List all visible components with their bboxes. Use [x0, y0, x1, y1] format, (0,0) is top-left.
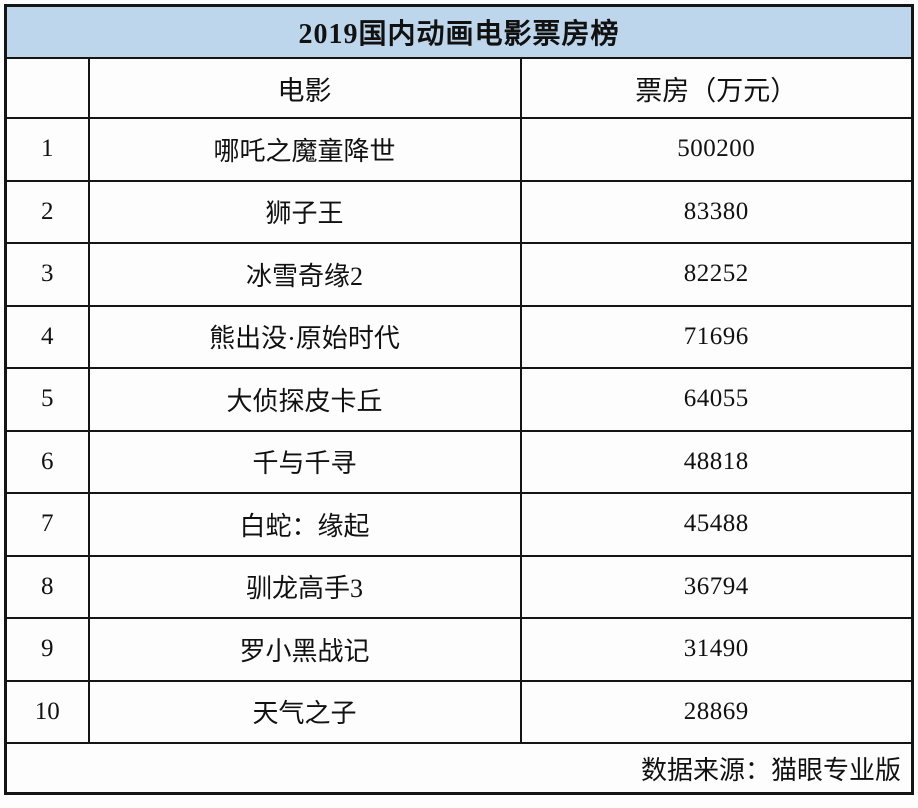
movie-cell: 哪吒之魔童降世 — [87, 117, 522, 182]
boxoffice-column-header: 票房（万元） — [519, 57, 914, 119]
source-note: 数据来源：猫眼专业版 — [4, 742, 914, 795]
boxoffice-cell: 500200 — [519, 117, 914, 182]
table-row: 9 罗小黑战记 31490 — [4, 617, 914, 682]
boxoffice-cell: 36794 — [519, 554, 914, 619]
rank-cell: 7 — [4, 492, 90, 557]
movie-column-header: 电影 — [87, 57, 522, 119]
table-row: 4 熊出没·原始时代 71696 — [4, 304, 914, 369]
rank-cell: 9 — [4, 617, 90, 682]
boxoffice-cell: 83380 — [519, 179, 914, 244]
boxoffice-cell: 28869 — [519, 679, 914, 744]
rank-cell: 10 — [4, 679, 90, 744]
table-row: 7 白蛇：缘起 45488 — [4, 492, 914, 557]
movie-cell: 熊出没·原始时代 — [87, 304, 522, 369]
table-row: 2 狮子王 83380 — [4, 179, 914, 244]
table-header-row: 电影 票房（万元） — [4, 57, 914, 119]
table-title-row: 2019国内动画电影票房榜 — [4, 4, 914, 59]
table-row: 3 冰雪奇缘2 82252 — [4, 242, 914, 307]
table-row: 6 千与千寻 48818 — [4, 429, 914, 494]
movie-cell: 白蛇：缘起 — [87, 492, 522, 557]
rank-cell: 8 — [4, 554, 90, 619]
table-row: 8 驯龙高手3 36794 — [4, 554, 914, 619]
rank-cell: 2 — [4, 179, 90, 244]
boxoffice-cell: 71696 — [519, 304, 914, 369]
movie-cell: 冰雪奇缘2 — [87, 242, 522, 307]
boxoffice-cell: 45488 — [519, 492, 914, 557]
rank-cell: 5 — [4, 367, 90, 432]
table-footer-row: 数据来源：猫眼专业版 — [4, 742, 914, 795]
rank-cell: 1 — [4, 117, 90, 182]
boxoffice-cell: 82252 — [519, 242, 914, 307]
table-title: 2019国内动画电影票房榜 — [4, 4, 914, 59]
boxoffice-table-container: 2019国内动画电影票房榜 电影 票房（万元） 1 哪吒之魔童降世 500200… — [4, 4, 914, 795]
boxoffice-table: 2019国内动画电影票房榜 电影 票房（万元） 1 哪吒之魔童降世 500200… — [4, 4, 914, 795]
movie-cell: 千与千寻 — [87, 429, 522, 494]
rank-cell: 4 — [4, 304, 90, 369]
movie-cell: 罗小黑战记 — [87, 617, 522, 682]
movie-cell: 驯龙高手3 — [87, 554, 522, 619]
table-row: 1 哪吒之魔童降世 500200 — [4, 117, 914, 182]
rank-cell: 6 — [4, 429, 90, 494]
boxoffice-cell: 48818 — [519, 429, 914, 494]
movie-cell: 大侦探皮卡丘 — [87, 367, 522, 432]
table-row: 10 天气之子 28869 — [4, 679, 914, 744]
boxoffice-cell: 31490 — [519, 617, 914, 682]
rank-column-header — [4, 57, 90, 119]
movie-cell: 狮子王 — [87, 179, 522, 244]
rank-cell: 3 — [4, 242, 90, 307]
boxoffice-cell: 64055 — [519, 367, 914, 432]
movie-cell: 天气之子 — [87, 679, 522, 744]
table-row: 5 大侦探皮卡丘 64055 — [4, 367, 914, 432]
